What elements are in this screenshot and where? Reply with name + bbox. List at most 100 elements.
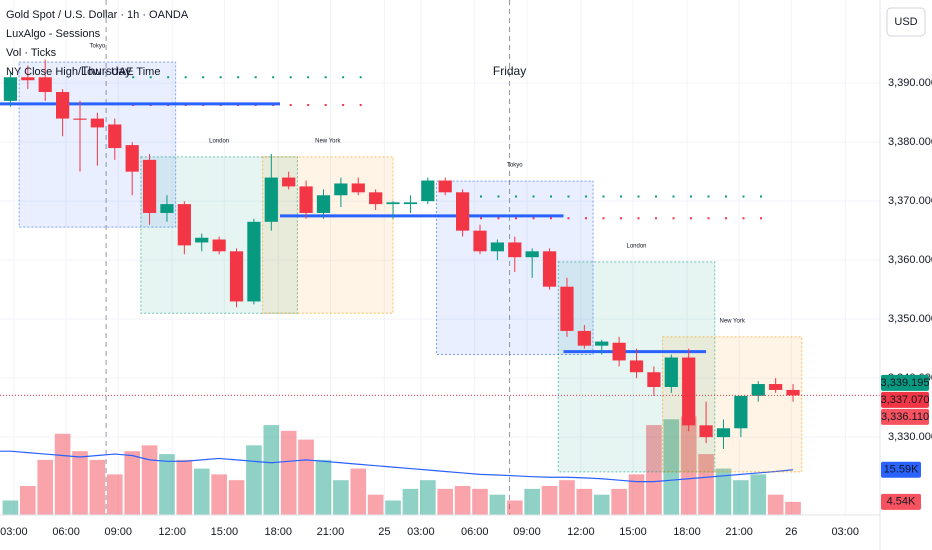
x-tick-label: 25 bbox=[378, 526, 390, 538]
x-tick-label: 03:00 bbox=[407, 526, 435, 538]
candle-body bbox=[403, 202, 418, 205]
volume-tag bbox=[881, 493, 921, 510]
currency[interactable]: USD bbox=[894, 16, 917, 28]
volume-bar bbox=[402, 488, 419, 515]
x-tick-label: 21:00 bbox=[317, 526, 345, 538]
volume-bar bbox=[611, 488, 627, 515]
candle-body bbox=[421, 180, 435, 202]
session-label: London bbox=[209, 138, 229, 144]
y-tick-label: 3,350.000 bbox=[888, 313, 932, 325]
volume-bar bbox=[193, 468, 210, 515]
candle-body bbox=[751, 384, 765, 396]
price-tag bbox=[881, 408, 929, 425]
candle-body bbox=[21, 77, 35, 81]
currency-button[interactable] bbox=[886, 7, 926, 37]
candle-body bbox=[769, 384, 783, 390]
volume-bar bbox=[541, 485, 558, 515]
y-tick-label: 3,360.000 bbox=[888, 254, 932, 266]
price-tag-label: 3,339.195 bbox=[881, 377, 930, 389]
x-tick-label: 03:00 bbox=[831, 526, 859, 538]
candle-body bbox=[247, 221, 261, 302]
candle-body bbox=[142, 159, 157, 213]
volume-bar bbox=[124, 451, 140, 515]
volume-bar bbox=[646, 425, 662, 515]
volume-bar bbox=[559, 480, 575, 515]
y-tick-label: 3,370.000 bbox=[888, 195, 932, 207]
session-label: New York bbox=[315, 138, 341, 144]
x-tick-label: 06:00 bbox=[461, 526, 489, 538]
day-label: Thursday bbox=[81, 64, 131, 78]
indicator[interactable]: NY Close High/Low - UAE Time bbox=[6, 66, 160, 78]
volume-bar bbox=[733, 480, 749, 515]
indicator[interactable]: LuxAlgo - Sessions bbox=[6, 28, 101, 40]
volume-bar bbox=[385, 500, 401, 515]
candle-body bbox=[612, 342, 626, 361]
candle-body bbox=[160, 204, 174, 213]
volume-bar bbox=[489, 494, 506, 515]
day-label: Friday bbox=[493, 64, 526, 78]
symbol-title: Gold Spot / U.S. Dollar · 1h · OANDA bbox=[6, 9, 189, 21]
volume-bar bbox=[472, 488, 488, 515]
candle-body bbox=[786, 389, 800, 396]
candle-body bbox=[577, 330, 591, 346]
volume-bar bbox=[106, 474, 123, 515]
candle-body bbox=[177, 204, 191, 246]
y-tick-label: 3,390.000 bbox=[888, 77, 932, 89]
volume-bar bbox=[680, 416, 697, 515]
volume-bar bbox=[628, 474, 645, 515]
volume-bar bbox=[367, 494, 384, 515]
x-tick-label: 26 bbox=[785, 526, 797, 538]
candle-body bbox=[716, 428, 731, 438]
x-tick-label: 18:00 bbox=[264, 526, 292, 538]
candle-body bbox=[369, 192, 383, 205]
volume-bar bbox=[524, 488, 540, 515]
price-tag-label: 3,337.070 bbox=[881, 394, 930, 406]
volume-bar bbox=[89, 459, 106, 515]
y-tick-label: 3,380.000 bbox=[888, 136, 932, 148]
candle-body bbox=[56, 92, 70, 119]
candle-body bbox=[664, 357, 678, 387]
session-label: Tokyo bbox=[507, 163, 523, 169]
volume-bar bbox=[176, 459, 193, 515]
x-tick-label: 03:00 bbox=[0, 526, 28, 538]
x-tick-label: 09:00 bbox=[513, 526, 541, 538]
candle-body bbox=[560, 286, 574, 331]
volume-bar bbox=[211, 474, 227, 515]
x-tick-label: 12:00 bbox=[567, 526, 595, 538]
volume-bar bbox=[246, 445, 262, 515]
volume-bar bbox=[420, 480, 436, 515]
candle-body bbox=[508, 242, 522, 258]
price-tag-label: 3,336.110 bbox=[881, 411, 929, 423]
volume-bar bbox=[263, 425, 280, 515]
candle-body bbox=[299, 186, 313, 213]
candle-body bbox=[90, 118, 104, 128]
session-label: New York bbox=[719, 318, 745, 324]
plot-layer: Thursday Friday Tokyo London New York Tokyo Lo… bbox=[0, 0, 880, 515]
candle-body bbox=[195, 237, 209, 243]
candle-body bbox=[212, 239, 226, 252]
candle-body bbox=[595, 341, 609, 346]
price-tag bbox=[881, 374, 929, 391]
volume-bar bbox=[698, 454, 714, 515]
candle-body bbox=[438, 180, 452, 193]
volume-bar bbox=[767, 494, 784, 515]
volume-bar bbox=[506, 500, 523, 515]
volume-bar bbox=[437, 488, 454, 515]
candle-body bbox=[125, 145, 139, 172]
volume-bar bbox=[298, 439, 314, 515]
x-tick-label: 12:00 bbox=[158, 526, 186, 538]
volume-bar bbox=[37, 459, 54, 515]
candle-body bbox=[3, 77, 18, 101]
candle-body bbox=[647, 372, 661, 387]
volume-bar bbox=[750, 474, 767, 515]
candle-body bbox=[316, 195, 331, 213]
volume-bar bbox=[20, 485, 36, 515]
volume-bar bbox=[593, 494, 610, 515]
indicator[interactable]: Vol · Ticks bbox=[6, 47, 57, 59]
volume-bar bbox=[663, 419, 680, 515]
x-tick-label: 15:00 bbox=[619, 526, 647, 538]
candle-body bbox=[73, 118, 87, 120]
volume-bar bbox=[72, 451, 88, 515]
